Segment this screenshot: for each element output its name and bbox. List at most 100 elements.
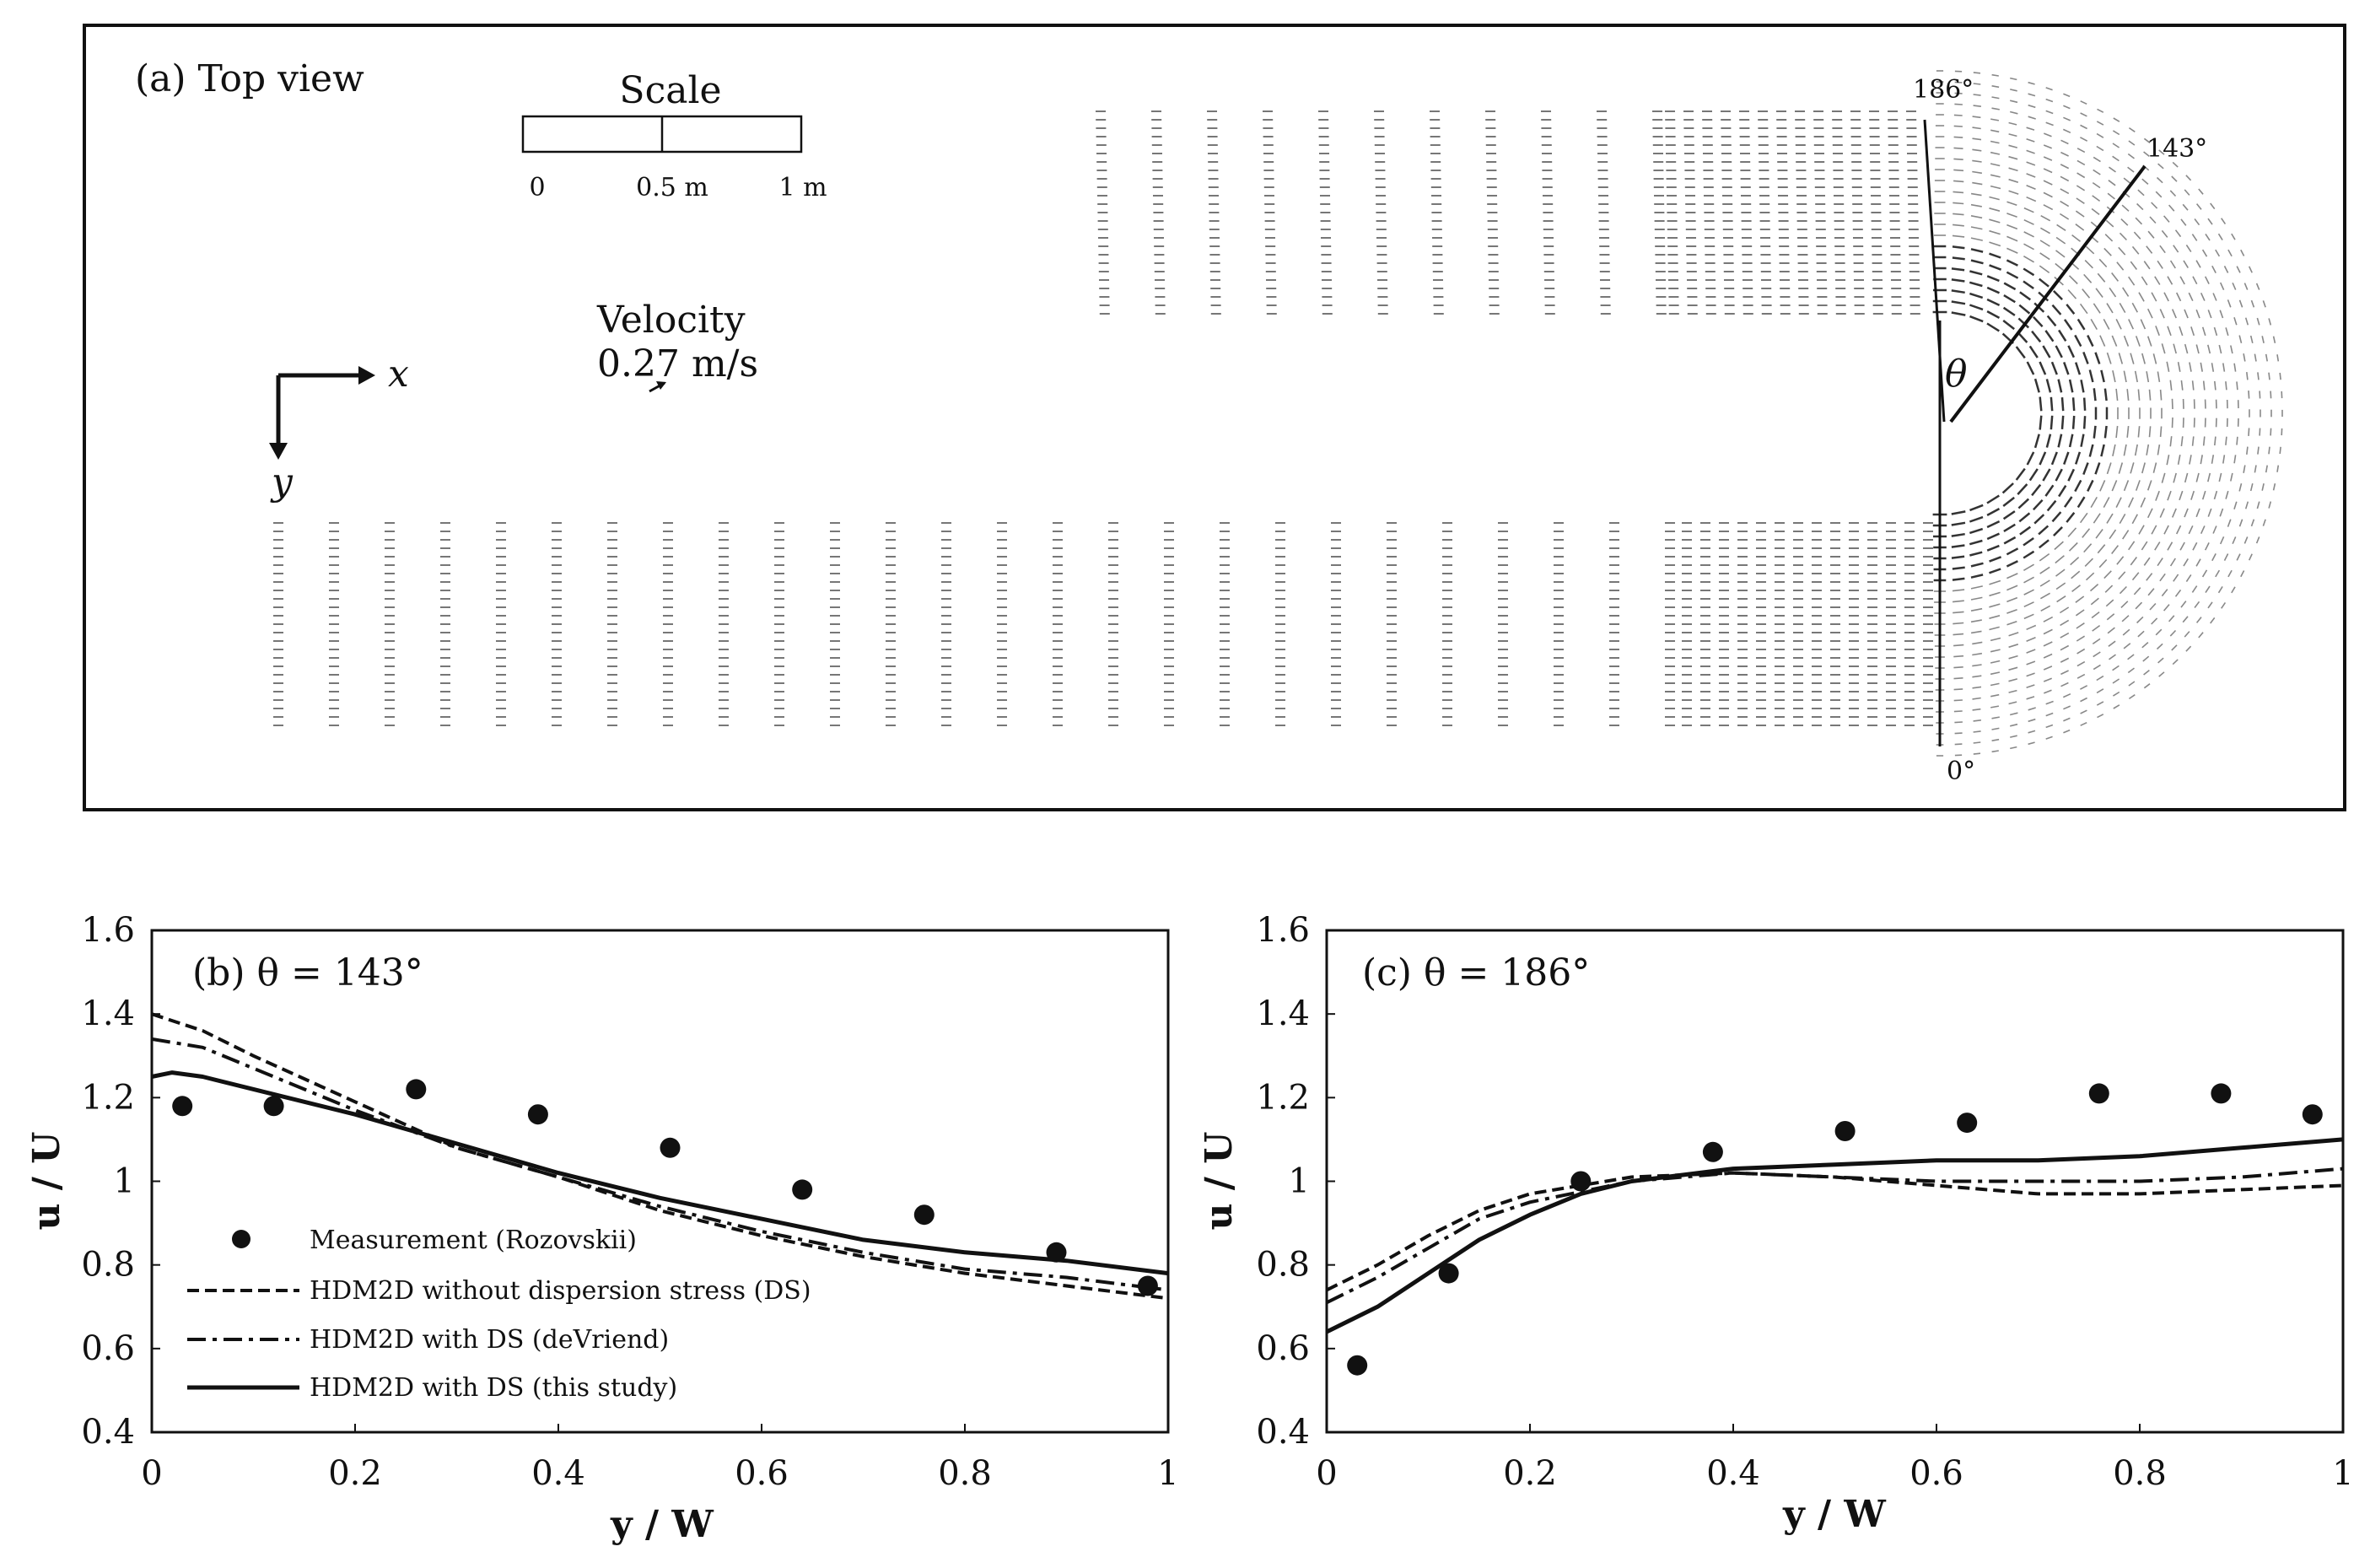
vector-arrow (2130, 261, 2138, 270)
vector-arrow (2038, 291, 2050, 302)
vector-arrow (2232, 536, 2237, 545)
y-axis-arrowhead (269, 443, 288, 460)
vector-arrow (2179, 326, 2184, 337)
vector-arrow (2213, 490, 2218, 500)
vector-arrow (2026, 161, 2036, 166)
vector-arrow (1989, 626, 2000, 631)
vector-arrow (2080, 124, 2087, 130)
vector-arrow (2238, 519, 2243, 527)
y-tick-label: 0.8 (1256, 1246, 1310, 1285)
vector-arrow (2236, 436, 2238, 445)
measurement-point (2302, 1104, 2323, 1125)
vector-arrow (2151, 617, 2158, 625)
vector-arrow (2112, 665, 2120, 671)
vector-arrow (2159, 389, 2163, 401)
chart-c-ylabel: u / U (1198, 1131, 1241, 1230)
vector-arrow (2006, 596, 2018, 603)
vector-arrow (1953, 224, 1964, 227)
vector-arrow (2146, 508, 2153, 519)
vector-arrow (2147, 230, 2155, 239)
vector-arrow (1986, 310, 2001, 319)
vector-arrow (2179, 542, 2185, 551)
vector-arrow (2177, 455, 2181, 465)
series-line-dashdot (1326, 1167, 2344, 1305)
vector-arrow (2008, 644, 2019, 649)
chart-b-ticks: 0.4 0.6 0.8 1 1.2 1.4 1.6 0 0.2 0.4 0.6 0.8 1 (81, 911, 1178, 1493)
vector-arrow (2254, 465, 2257, 473)
vector-arrow (2017, 317, 2030, 329)
chart-b-frame (150, 929, 1170, 1434)
vector-arrow (2006, 235, 2018, 242)
vector-arrow (2026, 361, 2035, 375)
x-axis-label: x (388, 353, 409, 396)
vector-arrow (2080, 434, 2085, 447)
vector-arrow (2060, 632, 2070, 639)
vector-arrow (2071, 585, 2081, 593)
measurement-point (913, 1204, 935, 1226)
vector-arrow (2039, 552, 2050, 562)
vector-arrow (2002, 320, 2015, 331)
legend-dashed-label: HDM2D without dispersion stress (DS) (310, 1276, 811, 1306)
vector-arrow (2270, 428, 2272, 436)
measurement-point (1046, 1242, 1067, 1263)
vector-arrow (2060, 644, 2070, 651)
vector-arrow (2225, 490, 2229, 499)
vector-arrow (2161, 472, 2166, 483)
chart-c-marks (1325, 1083, 2344, 1376)
vector-arrow (1989, 579, 2001, 585)
vector-arrow (2218, 472, 2222, 482)
vector-arrow (2130, 462, 2135, 474)
velocity-reference: Velocity 0.27 m/s (596, 299, 758, 393)
vector-arrow (2256, 317, 2260, 326)
vector-arrow (2039, 265, 2050, 274)
vector-arrow (2044, 132, 2052, 137)
vector-arrow (2043, 204, 2054, 211)
vector-arrow (2045, 724, 2054, 729)
vector-arrow (2106, 462, 2112, 475)
vector-arrow (2076, 496, 2086, 509)
vector-arrow (2189, 362, 2192, 372)
vector-arrow (2026, 624, 2037, 631)
vector-arrow (2116, 261, 2125, 271)
vector-arrow (2063, 105, 2071, 110)
vector-arrow (2105, 599, 2114, 607)
vector-arrow (2045, 712, 2054, 717)
vector-arrow (2099, 480, 2106, 492)
vector-arrow (2082, 416, 2087, 429)
vector-arrow (2141, 462, 2146, 474)
vector-arrow (2006, 573, 2018, 579)
vector-arrow (2161, 229, 2168, 238)
legend-measurement-label: Measurement (Rozovskii) (310, 1226, 637, 1255)
chart-b-marks (151, 1012, 1169, 1301)
vector-arrow (2236, 553, 2241, 561)
vector-arrow (1951, 311, 1966, 316)
vector-arrow (1989, 591, 2001, 597)
vector-arrow (2128, 319, 2135, 330)
vector-arrow (2201, 249, 2208, 257)
vector-arrow (2076, 622, 2085, 629)
vector-arrow (2055, 236, 2066, 245)
vector-arrow (2067, 345, 2076, 358)
vector-arrow (2227, 299, 2232, 308)
vector-arrow (2168, 204, 2175, 212)
vector-arrow (2010, 89, 2017, 92)
vector-arrow (2043, 191, 2053, 198)
vector-arrow (2211, 265, 2216, 273)
chart-b-legend: Measurement (Rozovskii) HDM2D without di… (187, 1226, 811, 1403)
vector-arrow (2039, 396, 2043, 412)
vector-arrow (2189, 455, 2192, 465)
vector-arrow (2142, 655, 2150, 662)
vector-arrow (1990, 151, 2001, 155)
vector-arrow (1970, 215, 1983, 219)
vector-arrow (2080, 721, 2087, 726)
vector-arrow (1969, 292, 1984, 299)
vector-arrow (2222, 455, 2226, 464)
vector-arrow (2098, 558, 2108, 568)
vector-arrow (2115, 497, 2122, 508)
vector-arrow (1952, 589, 1965, 592)
vector-arrow (2123, 335, 2130, 347)
measurement-point (1137, 1275, 1158, 1296)
vector-arrow (2093, 651, 2101, 658)
vector-arrow (2166, 361, 2170, 372)
measurement-point (660, 1137, 681, 1158)
